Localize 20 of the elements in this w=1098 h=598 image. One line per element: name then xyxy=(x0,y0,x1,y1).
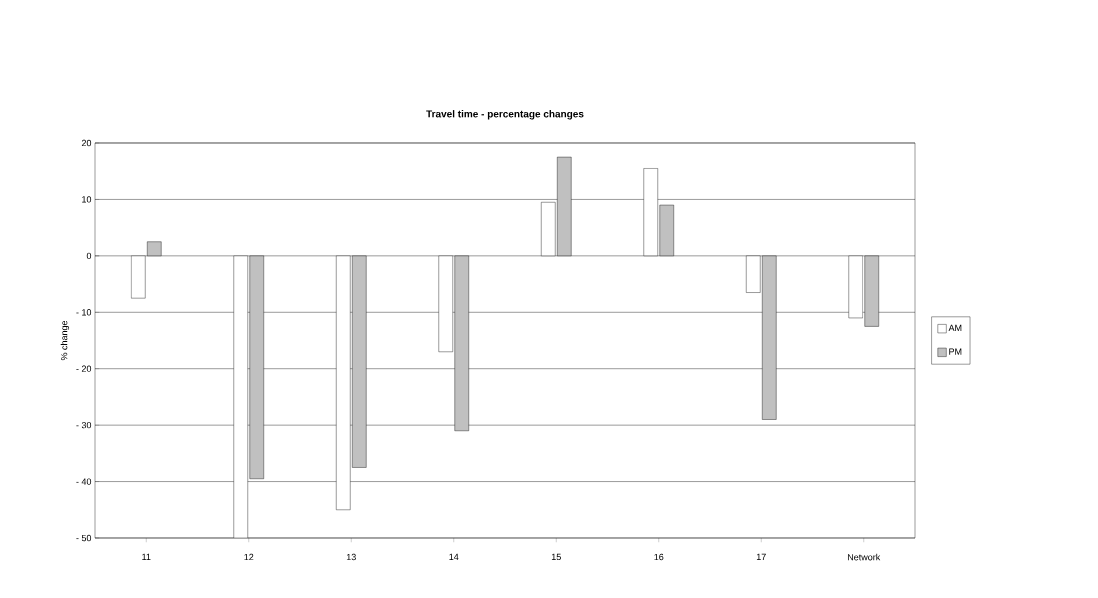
legend-label: AM xyxy=(948,324,962,331)
x-tick-label: 15 xyxy=(551,553,561,561)
x-tick-label: 11 xyxy=(142,553,151,560)
y-tick-label: 0 xyxy=(86,252,92,260)
y-tick-label: - 40 xyxy=(76,478,92,485)
y-tick-label: - 50 xyxy=(76,534,92,542)
chart-title: Travel time - percentage changes xyxy=(426,110,584,120)
y-tick-label: - 20 xyxy=(76,365,92,372)
x-tick-label: 13 xyxy=(346,553,356,561)
y-tick-label: - 30 xyxy=(76,421,92,429)
x-tick-label: 12 xyxy=(244,553,254,561)
x-tick-label: Network xyxy=(847,553,881,561)
x-tick-label: 14 xyxy=(449,553,459,560)
y-tick-label: 20 xyxy=(81,139,92,147)
x-tick-label: 17 xyxy=(756,553,766,560)
y-axis-title: % change xyxy=(60,320,70,361)
x-tick-label: 16 xyxy=(654,553,664,561)
legend-label: PM xyxy=(949,348,962,355)
y-tick-label: 10 xyxy=(82,196,92,203)
y-tick-label: - 10 xyxy=(76,309,92,316)
